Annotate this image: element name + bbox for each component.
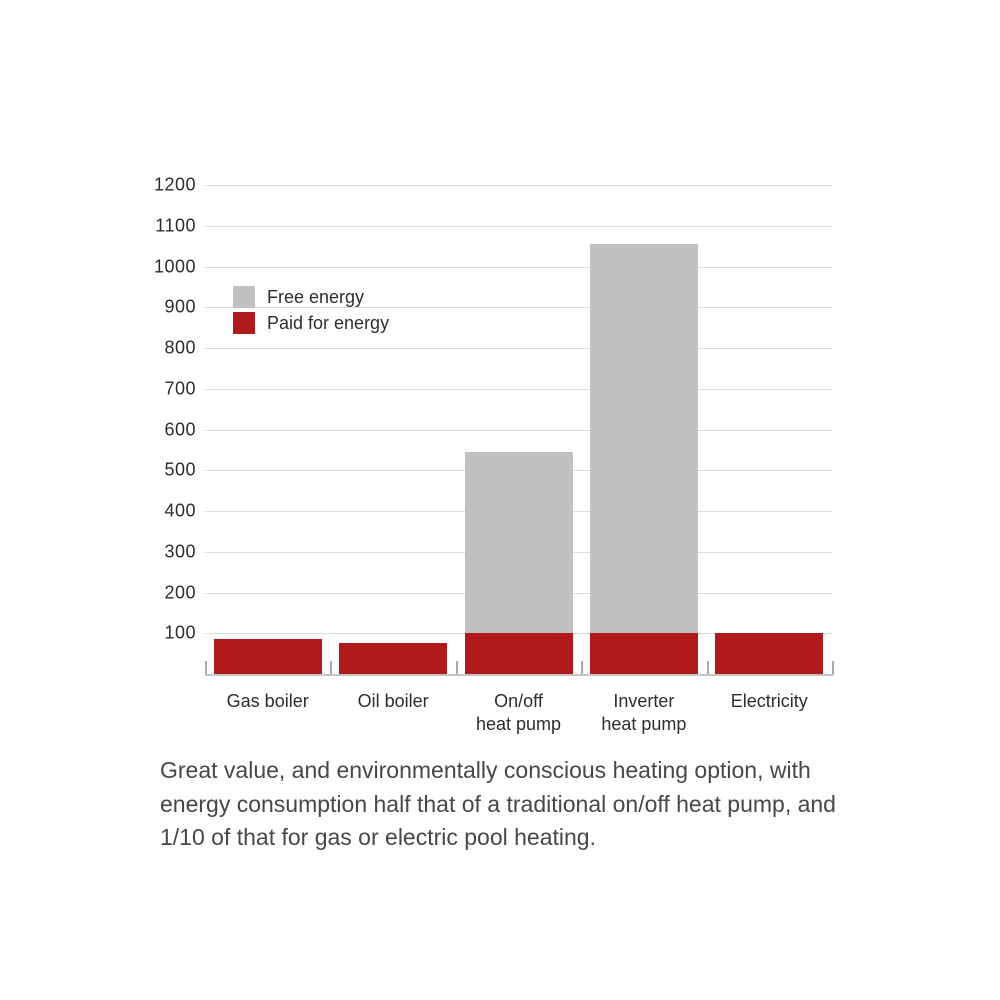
legend: Free energy Paid for energy <box>233 286 389 338</box>
y-axis-tick-label-900: 900 <box>164 296 196 317</box>
caption: Great value, and environmentally conscio… <box>160 754 836 855</box>
free-energy-swatch <box>233 286 255 308</box>
caption-line-1: Great value, and environmentally conscio… <box>160 757 811 783</box>
x-axis-label-gas-boiler: Gas boiler <box>226 691 309 711</box>
x-axis-tick-1 <box>330 661 333 674</box>
y-axis-tick-label-1000: 1000 <box>153 256 196 276</box>
x-axis-label-inverter-heat-pump: Inverter heat pump <box>601 691 687 734</box>
bar-oil-boiler-paid-for-energy <box>339 643 448 674</box>
bar-gas-boiler-paid-for-energy <box>213 639 322 674</box>
bar-inverter-heat-pump-free-energy <box>589 244 698 634</box>
y-axis-tick-label-100: 100 <box>164 622 196 643</box>
y-axis-tick-label-300: 300 <box>164 541 196 562</box>
x-axis-label-oil-boiler: Oil boiler <box>357 691 429 711</box>
y-axis-tick-label-400: 400 <box>164 500 196 521</box>
gridline-800 <box>205 348 832 349</box>
caption-line-2: energy consumption half that of a tradit… <box>160 790 836 817</box>
y-axis-tick-label-200: 200 <box>164 582 196 602</box>
x-axis-tick-3 <box>581 661 584 674</box>
y-axis-tick-label-600: 600 <box>164 419 196 439</box>
x-axis-tick-2 <box>455 661 458 674</box>
legend-label-paid-energy: Paid for energy <box>267 312 390 333</box>
y-axis-tick-label-800: 800 <box>164 337 196 358</box>
y-axis-tick-label-700: 700 <box>164 378 196 399</box>
x-axis-tick-4 <box>706 661 709 674</box>
gridline-1000 <box>205 266 832 268</box>
legend-label-free-energy: Free energy <box>267 286 365 307</box>
gridline-700 <box>205 388 832 390</box>
bar-inverter-heat-pump-paid-for-energy <box>589 633 698 675</box>
x-axis-tick-5 <box>832 661 834 674</box>
x-axis-label-on-off-heat-pump: On/off heat pump <box>475 691 562 734</box>
gridline-1100 <box>205 225 832 227</box>
gridline-600 <box>205 429 832 431</box>
legend-item-free-energy: Free energy <box>233 286 389 308</box>
bar-electricity-paid-for-energy <box>715 633 824 675</box>
y-axis-tick-label-500: 500 <box>164 459 196 480</box>
y-axis-tick-label-1200: 1200 <box>153 174 196 195</box>
x-axis-line <box>205 674 834 676</box>
legend-item-paid-energy: Paid for energy <box>233 312 389 334</box>
y-axis-tick-label-1100: 1100 <box>155 215 196 236</box>
bar-on-off-heat-pump-free-energy <box>464 451 573 634</box>
caption-line-3: 1/10 of that for gas or electric pool he… <box>160 824 596 850</box>
x-axis-label-electricity: Electricity <box>730 691 808 711</box>
x-axis-tick-0 <box>205 661 207 674</box>
gridline-900 <box>205 307 832 309</box>
paid-energy-swatch <box>233 312 255 334</box>
bar-on-off-heat-pump-paid-for-energy <box>464 633 573 675</box>
gridline-1200 <box>205 185 832 186</box>
